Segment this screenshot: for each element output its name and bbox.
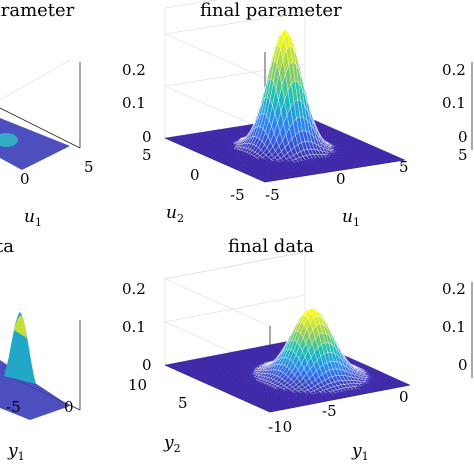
x-tick-0: 0 [20, 170, 30, 188]
y-axis-label: u2 [166, 203, 184, 225]
z-tick-0: 0 [142, 356, 152, 374]
panel-top-left-partial: arameter 0 5 u1 [0, 0, 94, 229]
z-tick-0.2: 0.2 [122, 61, 146, 79]
surface-peak-fragment [0, 133, 18, 147]
z-tick-0: 0 [142, 128, 152, 146]
y-tick-5: 5 [142, 146, 152, 164]
x-tick-neg5: -5 [265, 186, 280, 204]
back-wall-edge [164, 0, 218, 9]
z-tick-0.1: 0.1 [122, 94, 146, 112]
panel-final-data: final data 0.2 0.1 0 10 5 -10 -5 0 y2 y1 [122, 236, 411, 463]
x-axis-label: y1 [351, 441, 369, 463]
panel-title: final data [228, 236, 314, 257]
z-gridline [164, 33, 266, 79]
x-axis-label: u1 [342, 207, 360, 229]
z-tick-0.1: 0.1 [442, 318, 466, 336]
z-tick-0.2: 0.2 [442, 280, 466, 298]
panel-title: final parameter [200, 0, 342, 21]
z-tick-0.1: 0.1 [442, 94, 466, 112]
panel-title-fragment: arameter [0, 0, 75, 21]
x-tick-0: 0 [336, 170, 346, 188]
y-tick-5: 5 [178, 394, 188, 412]
y-axis-label: y2 [163, 433, 181, 455]
panel-title-fragment: ta [0, 236, 14, 257]
z-tick-0.2: 0.2 [442, 61, 466, 79]
z-gridline [164, 278, 271, 327]
x-axis-label: y1 [7, 441, 25, 463]
z-gridline [164, 251, 306, 280]
x-tick-neg5: -5 [322, 402, 337, 420]
y-tick-0: 0 [190, 166, 200, 184]
surface-fragment [0, 118, 70, 170]
panel-bottom-left-partial: ta -5 0 y1 [0, 236, 81, 463]
surface-peak-fragment [4, 312, 36, 384]
x-tick-neg10: -10 [268, 418, 292, 436]
x-tick-5: 5 [399, 158, 409, 176]
z-tick-0: 0 [458, 356, 468, 374]
x-tick-neg5: -5 [6, 398, 21, 416]
x-axis-label: u1 [24, 207, 42, 229]
surface-patch [398, 158, 406, 161]
z-tick-0: 0 [458, 128, 468, 146]
z-gridline [164, 11, 306, 35]
surface-plot [164, 29, 406, 183]
z-tick-0.1: 0.1 [122, 318, 146, 336]
x-tick-0: 0 [64, 398, 74, 416]
y-tick-neg5: -5 [230, 186, 245, 204]
surface-plot [164, 307, 411, 413]
panel-bottom-right-partial: 0.2 0.1 0 [442, 280, 473, 378]
y-tick-10: 10 [128, 376, 147, 394]
panel-final-parameter: final parameter 0.2 0.1 0 5 0 -5 -5 0 5 … [122, 0, 409, 229]
y-tick-5: 5 [458, 146, 468, 164]
x-tick-1: 5 [84, 158, 94, 176]
z-tick-0.2: 0.2 [122, 280, 146, 298]
surface-patch [403, 383, 411, 386]
x-tick-0: 0 [399, 388, 409, 406]
panel-top-right-partial: 0.2 0.1 0 5 [442, 61, 473, 164]
z-gridline [164, 85, 266, 131]
z-gridline [164, 294, 306, 323]
